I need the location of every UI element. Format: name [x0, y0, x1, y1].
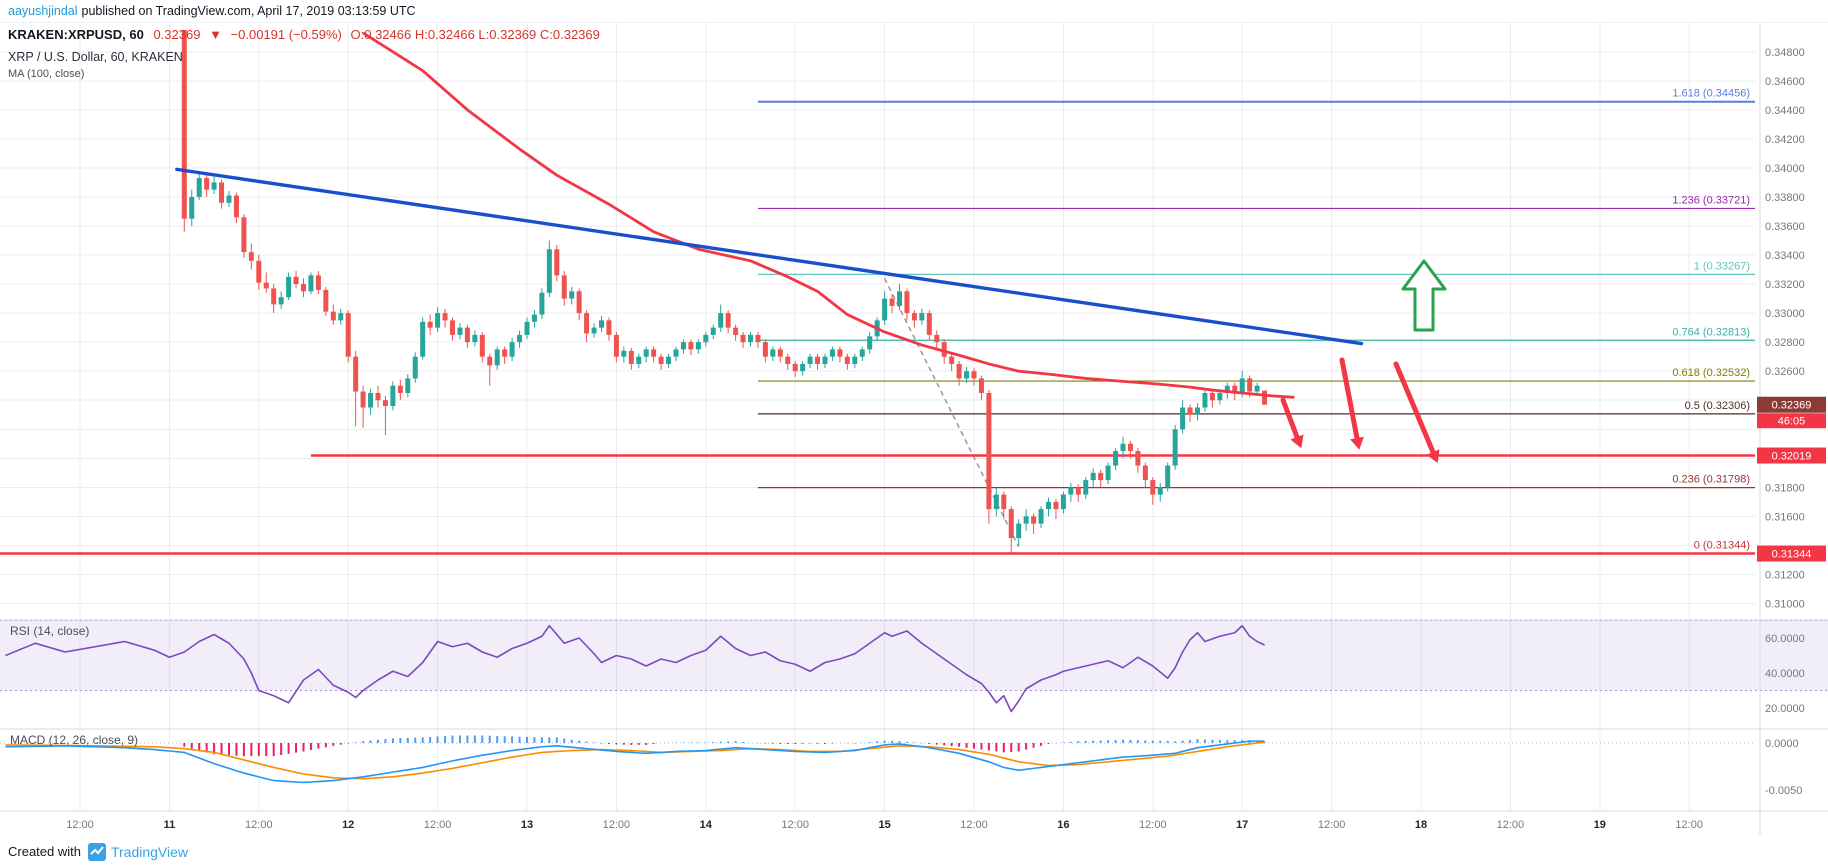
- svg-text:0.33800: 0.33800: [1765, 192, 1805, 204]
- svg-text:0.34400: 0.34400: [1765, 105, 1805, 117]
- svg-text:0.236 (0.31798): 0.236 (0.31798): [1672, 474, 1750, 486]
- svg-text:12:00: 12:00: [66, 819, 94, 831]
- svg-text:0.31800: 0.31800: [1765, 482, 1805, 494]
- red-arrowhead: [1290, 434, 1304, 449]
- svg-text:0.33600: 0.33600: [1765, 221, 1805, 233]
- tradingview-link[interactable]: TradingView: [110, 843, 189, 860]
- candles: [181, 30, 1268, 553]
- macd-plot[interactable]: [0, 735, 1755, 784]
- created-with-text: Created with: [8, 844, 81, 859]
- svg-text:0.32800: 0.32800: [1765, 337, 1805, 349]
- price-labels: 0.32369 46:05 0.32019 0.31344: [1757, 396, 1826, 562]
- svg-text:0.34800: 0.34800: [1765, 47, 1805, 59]
- red-arrowhead: [1426, 449, 1440, 464]
- rsi-line: [5, 624, 1265, 713]
- svg-text:0.618 (0.32532): 0.618 (0.32532): [1672, 367, 1750, 379]
- svg-text:17: 17: [1236, 819, 1248, 831]
- svg-text:0.34200: 0.34200: [1765, 134, 1805, 146]
- red-down-arrow-annotation: [1280, 397, 1300, 440]
- svg-text:19: 19: [1594, 819, 1606, 831]
- macd-signal-line: [5, 741, 1265, 780]
- rsi-plot[interactable]: [0, 620, 1828, 713]
- svg-text:12: 12: [342, 819, 354, 831]
- svg-text:15: 15: [878, 819, 890, 831]
- support-lines: [0, 454, 1755, 555]
- ma-100-line: [362, 31, 1295, 399]
- price-scale[interactable]: 0.31000 0.31200 0.31600 0.31800 0.32600 0.328…: [1765, 47, 1805, 797]
- grid: [0, 23, 1755, 811]
- red-down-arrow-annotation: [1339, 357, 1360, 441]
- svg-text:12:00: 12:00: [424, 819, 452, 831]
- publisher-author-link[interactable]: aayushjindal: [8, 4, 78, 18]
- svg-text:0.31600: 0.31600: [1765, 511, 1805, 523]
- svg-text:60.0000: 60.0000: [1765, 633, 1805, 645]
- svg-text:0.33000: 0.33000: [1765, 308, 1805, 320]
- drawing-annotations: [1280, 259, 1447, 464]
- svg-text:11: 11: [164, 819, 176, 831]
- symbol-legend[interactable]: KRAKEN:XRPUSD, 60 0.32369 ▼ −0.00191 (−0…: [8, 27, 605, 42]
- ma-layer: [362, 31, 1295, 399]
- fib-retracement-levels: 1.618 (0.34456) 1.236 (0.33721) 1 (0.33267…: [757, 88, 1755, 555]
- publisher-bar: aayushjindal published on TradingView.co…: [0, 0, 1828, 23]
- macd-line: [5, 740, 1265, 784]
- time-scale[interactable]: 12:00 11 12:00 12 12:00 13 12:00 14 12:00 15 12:00…: [66, 819, 1703, 831]
- symbol-name[interactable]: KRAKEN:XRPUSD, 60: [8, 27, 144, 42]
- svg-text:0.31000: 0.31000: [1765, 598, 1805, 610]
- svg-text:0.34600: 0.34600: [1765, 76, 1805, 88]
- svg-text:1 (0.33267): 1 (0.33267): [1694, 260, 1750, 272]
- tradingview-logo-icon: [87, 842, 106, 861]
- svg-text:-0.0050: -0.0050: [1765, 785, 1802, 797]
- svg-text:0.34000: 0.34000: [1765, 163, 1805, 175]
- svg-text:0.32600: 0.32600: [1765, 366, 1805, 378]
- svg-text:40.0000: 40.0000: [1765, 668, 1805, 680]
- svg-text:0.764 (0.32813): 0.764 (0.32813): [1672, 326, 1750, 338]
- svg-text:46:05: 46:05: [1778, 416, 1806, 428]
- svg-text:0.5 (0.32306): 0.5 (0.32306): [1685, 400, 1750, 412]
- red-down-arrow-annotation: [1393, 361, 1436, 455]
- svg-text:12:00: 12:00: [1139, 819, 1167, 831]
- chart-canvas[interactable]: 1.618 (0.34456) 1.236 (0.33721) 1 (0.33267…: [0, 23, 1828, 835]
- last-price: 0.32369: [153, 27, 201, 42]
- chart-area[interactable]: 1.618 (0.34456) 1.236 (0.33721) 1 (0.33267…: [0, 23, 1828, 835]
- svg-text:0.32019: 0.32019: [1772, 451, 1812, 463]
- footer: Created with TradingView: [0, 835, 1828, 868]
- svg-text:12:00: 12:00: [1675, 819, 1703, 831]
- svg-text:0.33400: 0.33400: [1765, 250, 1805, 262]
- svg-text:12:00: 12:00: [960, 819, 988, 831]
- svg-text:12:00: 12:00: [245, 819, 273, 831]
- svg-text:16: 16: [1057, 819, 1069, 831]
- svg-text:20.0000: 20.0000: [1765, 703, 1805, 715]
- svg-text:0.0000: 0.0000: [1765, 738, 1799, 750]
- rsi-study-label[interactable]: RSI (14, close): [10, 624, 90, 638]
- ohlc-values: O:0.32466 H:0.32466 L:0.32369 C:0.32369: [350, 27, 600, 42]
- svg-text:1.236 (0.33721): 1.236 (0.33721): [1672, 194, 1750, 206]
- svg-text:12:00: 12:00: [603, 819, 631, 831]
- trendline-layer: [175, 167, 1364, 346]
- svg-text:12:00: 12:00: [1318, 819, 1346, 831]
- svg-text:13: 13: [521, 819, 533, 831]
- svg-text:0.31200: 0.31200: [1765, 569, 1805, 581]
- svg-text:12:00: 12:00: [781, 819, 809, 831]
- descending-trendline: [175, 167, 1364, 346]
- publisher-text: published on TradingView.com, April 17, …: [81, 4, 416, 18]
- svg-text:12:00: 12:00: [1497, 819, 1525, 831]
- green-up-arrow-annotation: [1401, 259, 1447, 332]
- svg-text:0.33200: 0.33200: [1765, 279, 1805, 291]
- svg-text:1.618 (0.34456): 1.618 (0.34456): [1672, 88, 1750, 100]
- svg-text:0 (0.31344): 0 (0.31344): [1694, 540, 1750, 552]
- chart-title: XRP / U.S. Dollar, 60, KRAKEN: [8, 50, 183, 64]
- macd-study-label[interactable]: MACD (12, 26, close, 9): [10, 733, 139, 747]
- change-arrow-down-icon: ▼: [209, 27, 222, 42]
- svg-text:0.32369: 0.32369: [1772, 400, 1812, 412]
- svg-text:18: 18: [1415, 819, 1427, 831]
- red-arrowhead: [1350, 436, 1364, 450]
- pane-separators: [0, 23, 1828, 835]
- price-change: −0.00191 (−0.59%): [230, 27, 342, 42]
- svg-text:0.31344: 0.31344: [1772, 549, 1812, 561]
- ma-study-label[interactable]: MA (100, close): [8, 68, 85, 80]
- svg-text:14: 14: [700, 819, 713, 831]
